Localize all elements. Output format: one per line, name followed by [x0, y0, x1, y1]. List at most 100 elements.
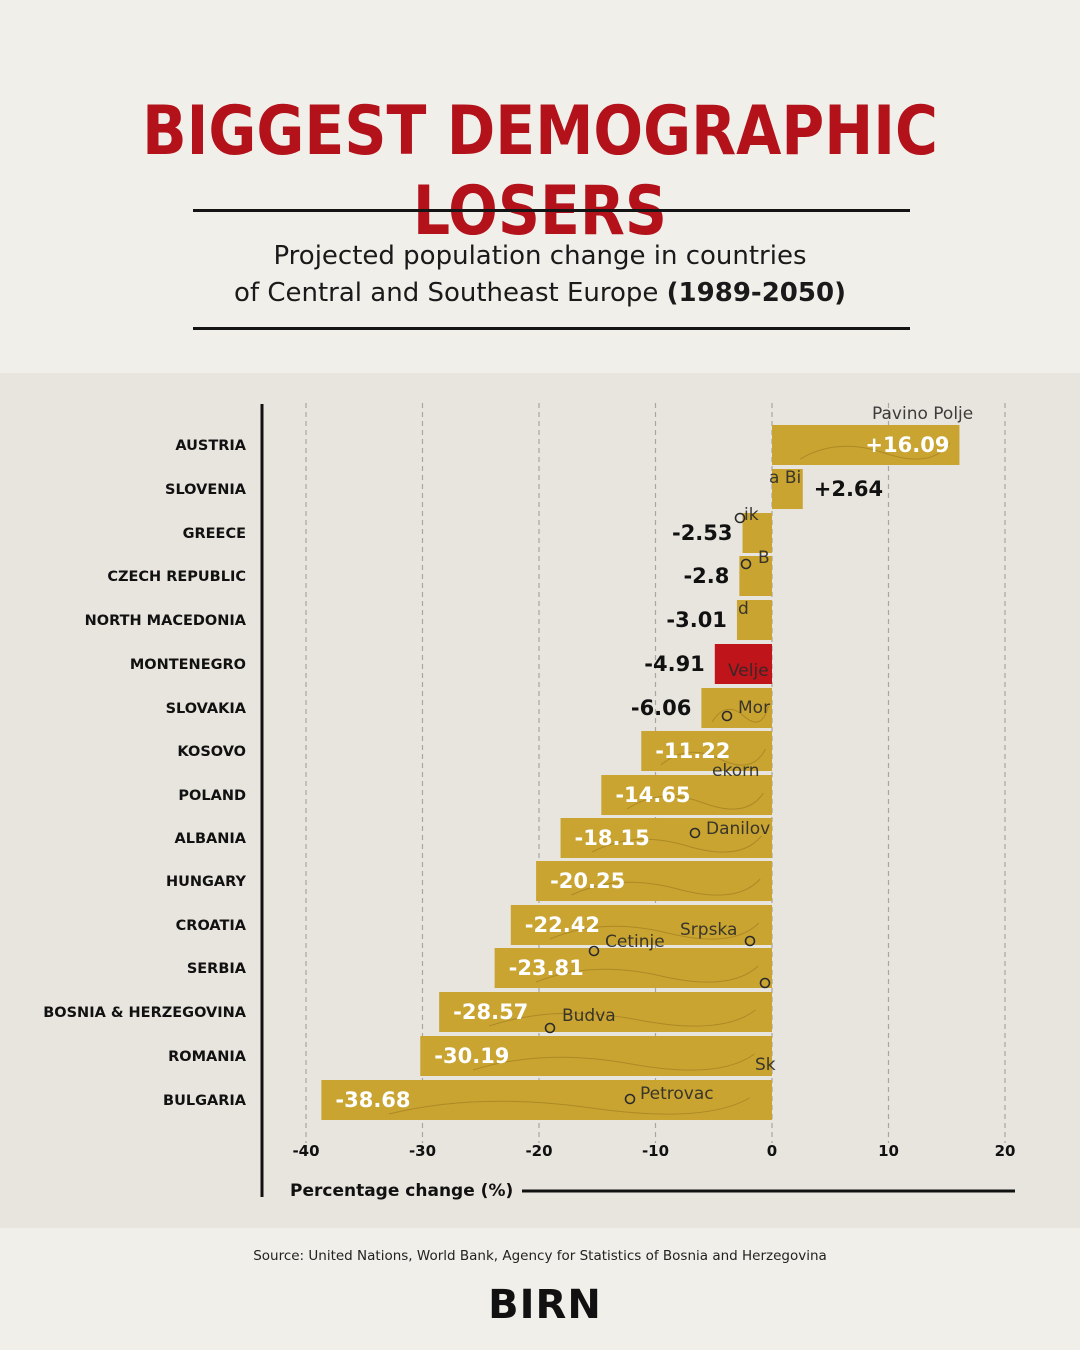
map-texture — [660, 748, 766, 766]
map-town-marker — [544, 1022, 556, 1034]
category-label: POLAND — [178, 788, 246, 804]
map-place-label: ekorn — [712, 761, 760, 781]
map-texture — [549, 922, 760, 940]
map-texture — [488, 1009, 756, 1027]
value-label: -6.06 — [631, 696, 692, 720]
bar-czech-republic — [739, 556, 772, 596]
map-place-label: Danilov — [706, 819, 770, 839]
map-town-marker — [734, 512, 746, 524]
value-label: -38.68 — [335, 1088, 410, 1112]
map-place-label: Sk — [755, 1055, 776, 1075]
category-label: MONTENEGRO — [130, 657, 246, 673]
birn-logo-text: BIRN — [488, 1282, 602, 1328]
value-label: -18.15 — [575, 826, 650, 850]
subtitle-line1: Projected population change in countries — [273, 241, 807, 271]
value-label: -28.57 — [453, 1000, 528, 1024]
map-place-label: Petrovac — [640, 1084, 714, 1104]
map-town-marker — [744, 935, 756, 947]
category-label: ALBANIA — [175, 831, 247, 847]
bar-hungary — [536, 861, 772, 901]
value-label: -20.25 — [550, 869, 625, 893]
map-place-label: Budva — [562, 1006, 616, 1026]
subtitle-period: (1989-2050) — [666, 278, 846, 308]
map-town-marker — [759, 977, 771, 989]
value-label: -11.22 — [655, 739, 730, 763]
bar-serbia — [494, 948, 772, 988]
birn-logo: BIRN — [488, 1282, 602, 1328]
bar-slovakia — [701, 688, 772, 728]
value-label: -2.53 — [672, 521, 733, 545]
category-label: BULGARIA — [163, 1093, 247, 1109]
bar-north-macedonia — [736, 600, 772, 640]
category-label: AUSTRIA — [175, 438, 246, 454]
value-label: +2.64 — [814, 477, 883, 501]
map-place-label: Srpska — [680, 920, 737, 940]
bar-slovenia — [772, 469, 803, 509]
value-label: -14.65 — [615, 783, 690, 807]
category-label: HUNGARY — [166, 874, 247, 890]
map-place-label: B — [758, 548, 770, 568]
x-tick-label: 10 — [878, 1142, 899, 1160]
bar-croatia — [510, 905, 772, 945]
x-axis-title: Percentage change (%) — [290, 1181, 513, 1201]
value-label: -4.91 — [644, 652, 705, 676]
map-texture — [626, 792, 764, 810]
category-label: SERBIA — [187, 961, 247, 977]
map-place-label: Mor — [738, 698, 770, 718]
x-tick-label: -40 — [292, 1142, 319, 1160]
x-tick-label: -30 — [409, 1142, 436, 1160]
map-town-marker — [740, 558, 752, 570]
bar-kosovo — [641, 731, 772, 771]
map-town-marker — [721, 710, 733, 722]
map-place-label: a Bi — [769, 468, 801, 488]
bar-austria — [772, 425, 960, 465]
map-texture — [472, 1053, 755, 1071]
category-label: BOSNIA & HERZEGOVINA — [43, 1005, 247, 1021]
value-label: -2.8 — [683, 564, 729, 588]
x-tick-label: 20 — [995, 1142, 1016, 1160]
bar-bulgaria — [321, 1080, 772, 1120]
value-label: -22.42 — [525, 913, 600, 937]
x-tick-label: -10 — [642, 1142, 669, 1160]
map-place-label: d — [738, 599, 749, 619]
map-place-label: ik — [744, 505, 759, 525]
map-texture — [799, 442, 951, 460]
x-tick-label: 0 — [767, 1142, 777, 1160]
map-town-marker — [689, 827, 701, 839]
category-label: GREECE — [183, 526, 246, 542]
title-divider — [193, 209, 910, 212]
subtitle-divider — [193, 327, 910, 330]
category-label: SLOVAKIA — [166, 701, 247, 717]
category-label: NORTH MACEDONIA — [85, 613, 247, 629]
page-title: BIGGEST DEMOGRAPHIC LOSERS — [142, 92, 938, 251]
bar-montenegro — [714, 644, 772, 684]
map-place-label: Pavino Polje — [872, 404, 973, 424]
map-place-label: Cetinje — [605, 932, 665, 952]
bar-romania — [420, 1036, 772, 1076]
map-town-marker — [588, 945, 600, 957]
bar-greece — [742, 513, 772, 553]
map-texture — [388, 1097, 750, 1115]
map-texture — [711, 705, 769, 723]
bar-bosnia-herzegovina — [439, 992, 772, 1032]
value-label: +16.09 — [865, 433, 949, 457]
category-label: CZECH REPUBLIC — [107, 569, 246, 585]
value-label: -3.01 — [666, 608, 727, 632]
bar-albania — [560, 818, 772, 858]
category-label: CROATIA — [176, 918, 247, 934]
category-label: KOSOVO — [177, 744, 246, 760]
population-change-chart: Pavino Polje a Bi ik Bd Velje Mor ekorn Danilov… — [43, 403, 1016, 1201]
value-label: -30.19 — [434, 1044, 509, 1068]
map-texture — [536, 965, 759, 983]
x-tick-label: -20 — [525, 1142, 552, 1160]
map-texture — [571, 878, 761, 896]
subtitle-text: of Central and Southeast Europe — [234, 278, 659, 308]
bar-poland — [601, 775, 772, 815]
category-label: ROMANIA — [168, 1049, 247, 1065]
subtitle-line2: of Central and Southeast Europe (1989-20… — [0, 274, 1080, 312]
map-place-label: Velje — [728, 661, 769, 681]
map-texture — [592, 835, 762, 853]
source-note: Source: United Nations, World Bank, Agen… — [253, 1248, 827, 1264]
value-label: -23.81 — [509, 956, 584, 980]
